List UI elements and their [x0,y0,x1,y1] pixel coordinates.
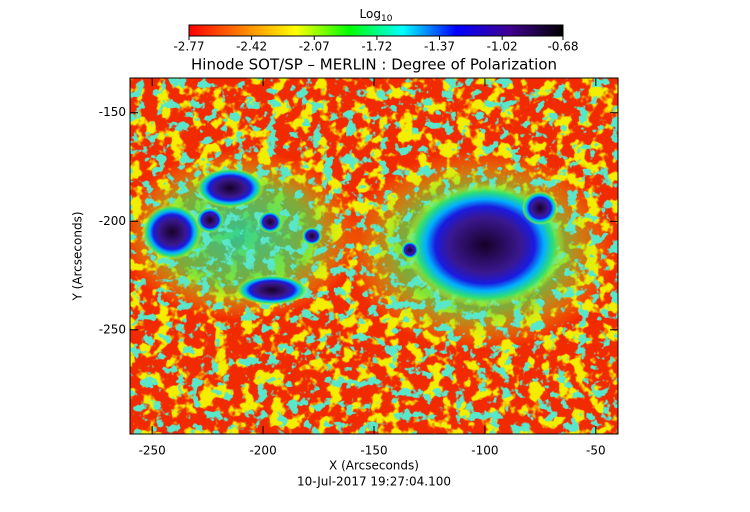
colorbar-tick-label: -1.02 [487,40,518,54]
colorbar-tick-label: -2.07 [299,40,330,54]
footer-date: 10-Jul-2017 19:27:04.100 [297,475,451,489]
y-tick-label: -150 [99,105,126,119]
colorbar-tick-label: -0.68 [547,40,578,54]
y-tick-label: -250 [99,322,126,336]
colorbar-label: Log10 [360,7,393,24]
colorbar-tick-label: -2.77 [173,40,204,54]
y-axis-label: Y (Arcseconds) [71,211,85,301]
colorbar-tick-label: -2.42 [236,40,267,54]
colorbar-tick-label: -1.37 [424,40,455,54]
colorbar [188,24,564,37]
colorbar-tick-label: -1.72 [361,40,392,54]
chart-title: Hinode SOT/SP – MERLIN : Degree of Polar… [191,56,557,74]
colorbar-label-subscript: 10 [381,14,393,24]
x-axis-label: X (Arcseconds) [329,459,419,473]
x-tick-label: -50 [586,444,606,458]
x-tick-label: -200 [249,444,276,458]
colorbar-label-text: Log [360,7,381,21]
polarization-map [130,78,618,434]
x-tick-label: -100 [471,444,498,458]
x-tick-label: -250 [139,444,166,458]
y-tick-label: -200 [99,214,126,228]
x-tick-label: -150 [360,444,387,458]
